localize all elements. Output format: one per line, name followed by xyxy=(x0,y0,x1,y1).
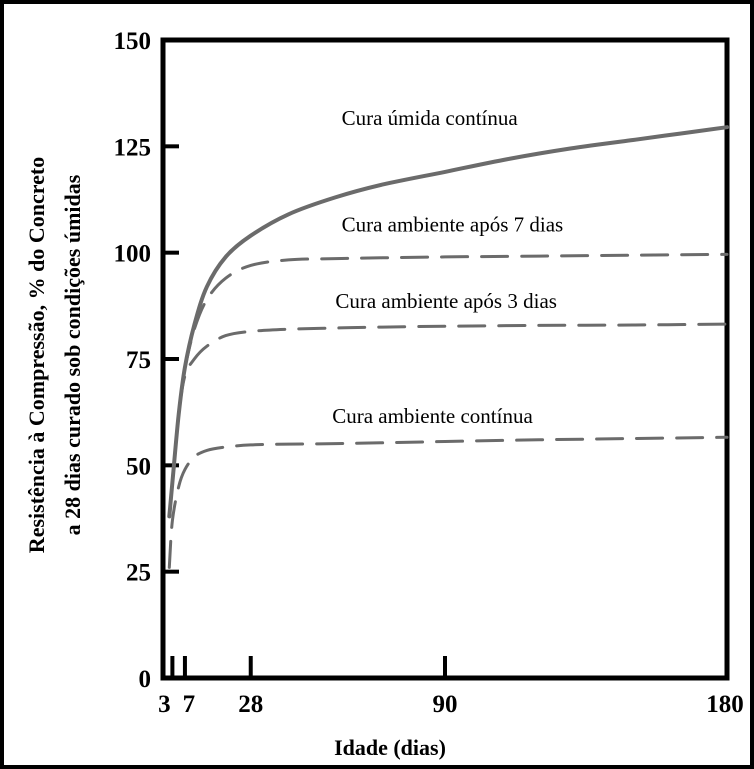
y-tick-label: 75 xyxy=(126,347,151,374)
x-axis-ticks: 3 7 28 90 180 xyxy=(158,656,744,718)
x-tick-label: 90 xyxy=(433,691,458,718)
x-tick-label: 180 xyxy=(706,691,744,718)
series-line-cura-ambiente-apos-3-dias xyxy=(170,322,729,484)
y-tick-label: 50 xyxy=(126,453,151,480)
y-tick-label: 150 xyxy=(114,28,152,55)
series-layer xyxy=(167,125,729,569)
x-axis-label: Idade (dias) xyxy=(334,735,446,760)
series-label-cura-umida-continua: Cura úmida contínua xyxy=(342,106,519,130)
series-line-cura-ambiente-apos-7-dias xyxy=(183,252,729,369)
series-labels: Cura úmida contínua Cura ambiente após 7 … xyxy=(332,106,563,428)
x-tick-label: 3 xyxy=(158,691,171,718)
y-tick-label: 125 xyxy=(114,134,152,161)
series-label-cura-ambiente-apos-3-dias: Cura ambiente após 3 dias xyxy=(335,289,557,313)
series-line-cura-ambiente-continua xyxy=(167,435,729,569)
series-label-cura-ambiente-continua: Cura ambiente contínua xyxy=(332,404,533,428)
y-axis-ticks: 0 25 50 75 100 125 150 xyxy=(114,28,179,693)
series-label-cura-ambiente-apos-7-dias: Cura ambiente após 7 dias xyxy=(342,212,564,236)
y-tick-label: 25 xyxy=(126,560,151,587)
y-axis-label-line-1: Resistência à Compressão, % do Concreto xyxy=(24,157,49,553)
y-tick-label: 100 xyxy=(114,241,152,268)
y-tick-label: 0 xyxy=(139,666,152,693)
y-axis-label-line-2: a 28 dias curado sob condições úmidas xyxy=(60,174,85,535)
x-tick-label: 7 xyxy=(183,691,196,718)
x-tick-label: 28 xyxy=(238,691,263,718)
